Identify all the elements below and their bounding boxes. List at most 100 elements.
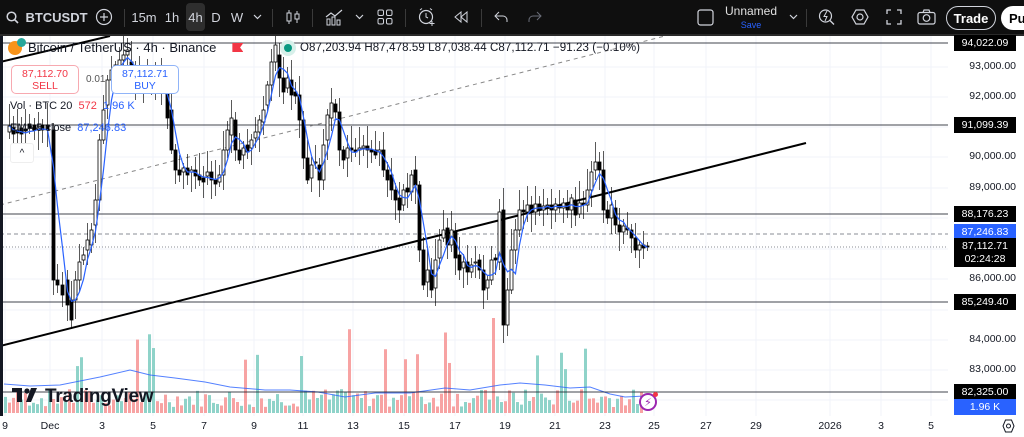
symbol-search-button[interactable]: BTCUSDT xyxy=(6,0,88,34)
buy-price: 87,112.71 xyxy=(122,68,168,80)
undo-icon xyxy=(494,11,508,22)
tab-timeframe-1h[interactable]: 1h xyxy=(164,9,180,25)
sell-button[interactable]: 87,112.70 SELL xyxy=(11,65,79,94)
price-level-tag: 87,112.71 xyxy=(954,238,1016,254)
redo-button[interactable] xyxy=(524,0,546,34)
gear-icon xyxy=(1002,419,1015,433)
time-tick-label: 21 xyxy=(549,420,561,432)
snapshot-button[interactable] xyxy=(914,0,938,34)
chart-left-edge xyxy=(0,36,3,437)
buy-button[interactable]: 87,112.71 BUY xyxy=(111,65,179,94)
chart-type-button[interactable] xyxy=(282,0,304,34)
time-tick-label: 29 xyxy=(750,420,762,432)
save-link[interactable]: Save xyxy=(740,20,762,30)
ema-value: 87,246.83 xyxy=(77,122,127,134)
settings-button[interactable] xyxy=(848,0,872,34)
time-tick-label: 9 xyxy=(2,420,8,432)
time-tick-label: 7 xyxy=(201,420,207,432)
layout-name-button[interactable]: Unnamed Save xyxy=(722,4,780,32)
more-timeframes-button[interactable] xyxy=(250,0,264,34)
indicators-dropdown[interactable] xyxy=(352,0,366,34)
ohlc-values: O87,203.94 H87,478.59 L87,038.44 C87,112… xyxy=(284,42,640,54)
undo-button[interactable] xyxy=(490,0,512,34)
volume-legend[interactable]: Vol · BTC 20 572 1.96 K xyxy=(10,100,135,112)
divider xyxy=(806,9,807,27)
templates-button[interactable] xyxy=(374,0,396,34)
alarm-plus-icon xyxy=(418,8,435,26)
compare-symbol-button[interactable] xyxy=(93,0,115,34)
plus-circle-icon xyxy=(95,8,113,26)
price-tick-label: 86,000.00 xyxy=(969,272,1016,284)
publish-button[interactable]: Pu xyxy=(1001,6,1024,30)
divider xyxy=(481,9,482,27)
price-level-tag: 02:24:28 xyxy=(954,251,1016,267)
indicators-icon xyxy=(325,9,343,26)
price-level-tag: 91,099.39 xyxy=(954,117,1016,133)
price-tick-label: 84,000.00 xyxy=(969,333,1016,345)
layout-button[interactable] xyxy=(694,0,716,34)
fullscreen-icon xyxy=(886,9,902,25)
replay-button[interactable] xyxy=(450,0,472,34)
symbol-legend[interactable]: Bitcoin / TetherUS · 4h · Binance xyxy=(8,37,244,55)
bitcoin-icon xyxy=(8,37,26,55)
time-tick-label: Dec xyxy=(40,420,60,432)
tab-timeframe-4h[interactable]: 4h xyxy=(186,3,205,31)
quick-search-button[interactable] xyxy=(815,0,839,34)
tab-timeframe-15m[interactable]: 15m xyxy=(131,9,157,25)
chevron-down-icon xyxy=(253,14,261,20)
ema-legend[interactable]: EMA 5 close 87,246.83 xyxy=(10,122,127,134)
price-level-tag: 88,176.23 xyxy=(954,206,1016,222)
spread-value: 0.01 xyxy=(86,74,106,85)
lightning-alert-icon[interactable]: ⚡ xyxy=(639,392,658,411)
time-tick-label: 5 xyxy=(928,420,934,432)
price-tick-label: 90,000.00 xyxy=(969,150,1016,162)
price-level-tag: 85,249.40 xyxy=(954,294,1016,310)
indicators-button[interactable] xyxy=(322,0,346,34)
time-tick-label: 3 xyxy=(878,420,884,432)
symbol-label: BTCUSDT xyxy=(25,9,88,25)
chevron-down-icon xyxy=(789,14,797,20)
price-level-tag: 94,022.09 xyxy=(954,35,1016,51)
time-tick-label: 17 xyxy=(449,420,461,432)
chevron-down-icon xyxy=(355,14,363,20)
volume-ma-value: 1.96 K xyxy=(102,100,135,112)
divider xyxy=(272,9,273,27)
divider xyxy=(405,9,406,27)
create-alert-button[interactable] xyxy=(415,0,439,34)
axis-settings-button[interactable] xyxy=(1002,419,1015,437)
trade-button[interactable]: Trade xyxy=(946,6,996,30)
tab-timeframe-w[interactable]: W xyxy=(230,9,244,25)
symbol-title: Bitcoin / TetherUS · 4h · Binance xyxy=(28,40,217,55)
tradingview-logo[interactable]: TradingView xyxy=(12,386,154,408)
time-tick-label: 2026 xyxy=(818,420,842,432)
price-level-tag: 1.96 K xyxy=(954,399,1016,415)
fullscreen-button[interactable] xyxy=(882,0,906,34)
quick-search-icon xyxy=(818,9,835,25)
tab-timeframe-d[interactable]: D xyxy=(211,9,221,25)
price-level-tag: 82,325.00 xyxy=(954,384,1016,400)
chart-pane[interactable] xyxy=(0,36,948,416)
layout-name: Unnamed xyxy=(724,4,778,18)
volume-value: 572 xyxy=(78,100,97,112)
sell-price: 87,112.70 xyxy=(22,68,68,80)
buy-label: BUY xyxy=(134,80,156,92)
grid-icon xyxy=(377,9,393,25)
time-tick-label: 11 xyxy=(297,420,309,432)
search-icon xyxy=(6,10,20,24)
collapse-legend-button[interactable]: ^ xyxy=(10,143,34,163)
price-level-tag: 87,246.83 xyxy=(954,224,1016,240)
camera-icon xyxy=(916,9,936,25)
time-tick-label: 13 xyxy=(347,420,359,432)
time-tick-label: 5 xyxy=(150,420,156,432)
divider xyxy=(312,9,313,27)
time-tick-label: 9 xyxy=(251,420,257,432)
flag-icon[interactable] xyxy=(232,43,244,52)
square-icon xyxy=(696,8,714,26)
time-axis[interactable]: 9 Dec 3 5 7 9 11 13 15 17 19 21 23 25 27 29 2026 3 5 xyxy=(0,416,1024,437)
price-tick-label: 93,000.00 xyxy=(969,60,1016,72)
layout-dropdown[interactable] xyxy=(786,0,800,34)
price-tick-label: 92,000.00 xyxy=(969,90,1016,102)
price-axis[interactable]: 93,000.00 92,000.00 90,000.00 89,000.00 86,0… xyxy=(948,35,1024,416)
top-toolbar: BTCUSDT 15m 1h 4h D W xyxy=(0,0,1024,36)
